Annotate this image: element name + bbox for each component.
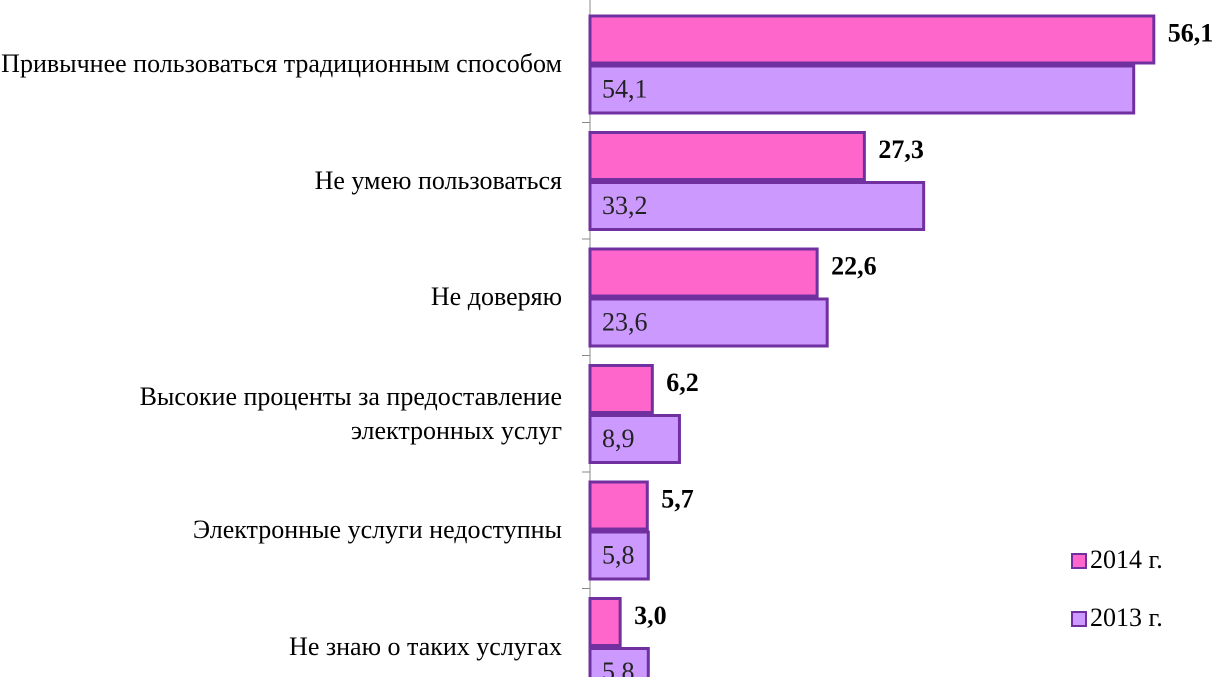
category-label: Электронные услуги недоступны	[192, 515, 562, 544]
legend-label: 2013 г.	[1090, 603, 1163, 632]
category-label: Не знаю о таких услугах	[289, 631, 562, 661]
value-label: 5,7	[661, 484, 694, 513]
value-label: 22,6	[831, 251, 877, 280]
bar	[588, 181, 926, 231]
value-label: 8,9	[602, 424, 635, 453]
bar	[588, 647, 650, 677]
category-label: Не доверяю	[430, 282, 562, 311]
category-label: Не умею пользоваться	[314, 165, 562, 195]
bar	[588, 297, 829, 348]
bar	[588, 480, 649, 531]
legend-swatch	[1071, 611, 1087, 627]
legend-swatch	[1071, 553, 1087, 569]
bar	[588, 530, 650, 581]
bar	[588, 14, 1156, 65]
category-label: Высокие проценты за предоставление элект…	[139, 381, 562, 445]
bar	[588, 131, 866, 181]
bar	[588, 597, 622, 647]
bar	[588, 414, 681, 464]
value-label: 5,8	[602, 540, 635, 569]
bar	[588, 364, 654, 414]
category-label: Привычнее пользоваться традиционным спос…	[1, 49, 562, 78]
value-label: 3,0	[634, 601, 667, 630]
bar	[588, 247, 819, 298]
value-label: 33,2	[602, 191, 648, 220]
value-label: 27,3	[878, 135, 924, 164]
value-label: 23,6	[602, 307, 648, 336]
value-label: 56,1	[1168, 18, 1214, 47]
bar	[588, 64, 1136, 115]
value-label: 6,2	[666, 368, 699, 397]
value-label: 5,8	[602, 657, 635, 677]
value-label: 54,1	[602, 74, 648, 103]
legend-label: 2014 г.	[1090, 545, 1163, 574]
